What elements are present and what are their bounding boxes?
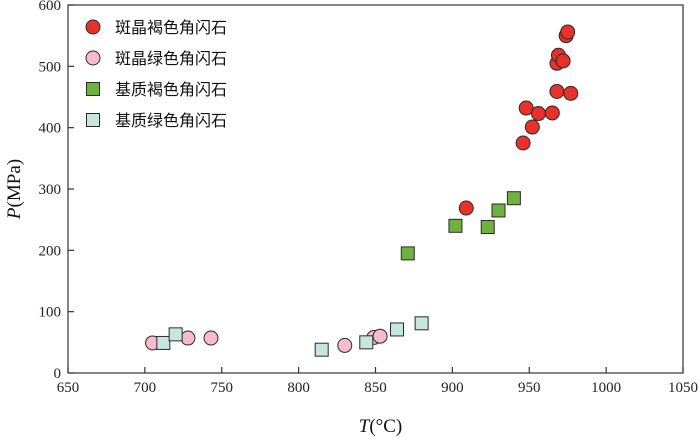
series-3 [400, 191, 521, 261]
legend-label: 基质绿色角闪石 [115, 111, 227, 130]
x-tick-label: 1000 [591, 380, 621, 396]
axes: 650 700 750 800 850 900 950 1000 1050 0 100 200 300 4… [39, 0, 699, 396]
data-point [480, 220, 495, 235]
y-axis-title-unit: (MPa) [4, 159, 25, 208]
legend-item: 基质绿色角闪石 [86, 111, 227, 130]
data-point [390, 322, 405, 337]
y-axis-title-variable: P [4, 207, 25, 220]
y-tick-label: 600 [39, 0, 62, 14]
legend-label: 斑晶褐色角闪石 [115, 18, 227, 37]
data-point [506, 191, 521, 206]
legend-square-marker [86, 82, 100, 96]
series-4 [156, 316, 429, 357]
data-point [555, 53, 571, 69]
x-tick-label: 800 [287, 380, 310, 396]
x-tick-label: 850 [364, 380, 387, 396]
legend-circle-marker [85, 50, 101, 66]
x-axis-title: T(°C) [359, 416, 403, 437]
data-point [560, 24, 576, 40]
legend-circle-marker [85, 19, 101, 35]
x-tick-label: 750 [211, 380, 234, 396]
series-1 [458, 24, 579, 216]
legend-item: 基质褐色角闪石 [86, 80, 227, 99]
legend-label: 基质褐色角闪石 [115, 80, 227, 99]
data-point [458, 200, 474, 216]
x-tick-label: 1050 [668, 380, 698, 396]
data-point [180, 330, 196, 346]
y-tick-label: 0 [54, 366, 62, 382]
data-point [400, 246, 415, 261]
x-tick-label: 700 [134, 380, 157, 396]
legend-item: 斑晶绿色角闪石 [85, 49, 227, 68]
y-tick-label: 500 [39, 59, 62, 75]
y-tick-label: 400 [39, 121, 62, 137]
data-point [530, 106, 546, 122]
data-point [518, 100, 534, 116]
data-point [359, 335, 374, 350]
data-point [491, 203, 506, 218]
x-axis-title-variable: T [359, 416, 371, 437]
data-point [563, 85, 579, 101]
data-point [372, 328, 388, 344]
legend-square-marker [86, 113, 100, 127]
x-tick-label: 950 [518, 380, 541, 396]
legend-item: 斑晶褐色角闪石 [85, 18, 227, 37]
data-point [156, 335, 171, 350]
legend-label: 斑晶绿色角闪石 [115, 49, 227, 68]
data-point [337, 337, 353, 353]
y-tick-label: 200 [39, 243, 62, 259]
y-tick-label: 100 [39, 305, 62, 321]
data-point [448, 218, 463, 233]
data-point [515, 135, 531, 151]
data-point [524, 119, 540, 135]
x-axis-title-unit: (°C) [369, 416, 402, 437]
y-tick-label: 300 [39, 182, 62, 198]
data-points [145, 24, 579, 357]
data-point [314, 342, 329, 357]
data-point [544, 105, 560, 121]
data-point [549, 83, 565, 99]
y-axis-title: P(MPa) [4, 159, 25, 220]
data-point [414, 316, 429, 331]
x-tick-label: 650 [57, 380, 80, 396]
data-point [203, 330, 219, 346]
data-point [168, 327, 183, 342]
x-tick-label: 900 [441, 380, 464, 396]
series-2 [145, 328, 388, 353]
